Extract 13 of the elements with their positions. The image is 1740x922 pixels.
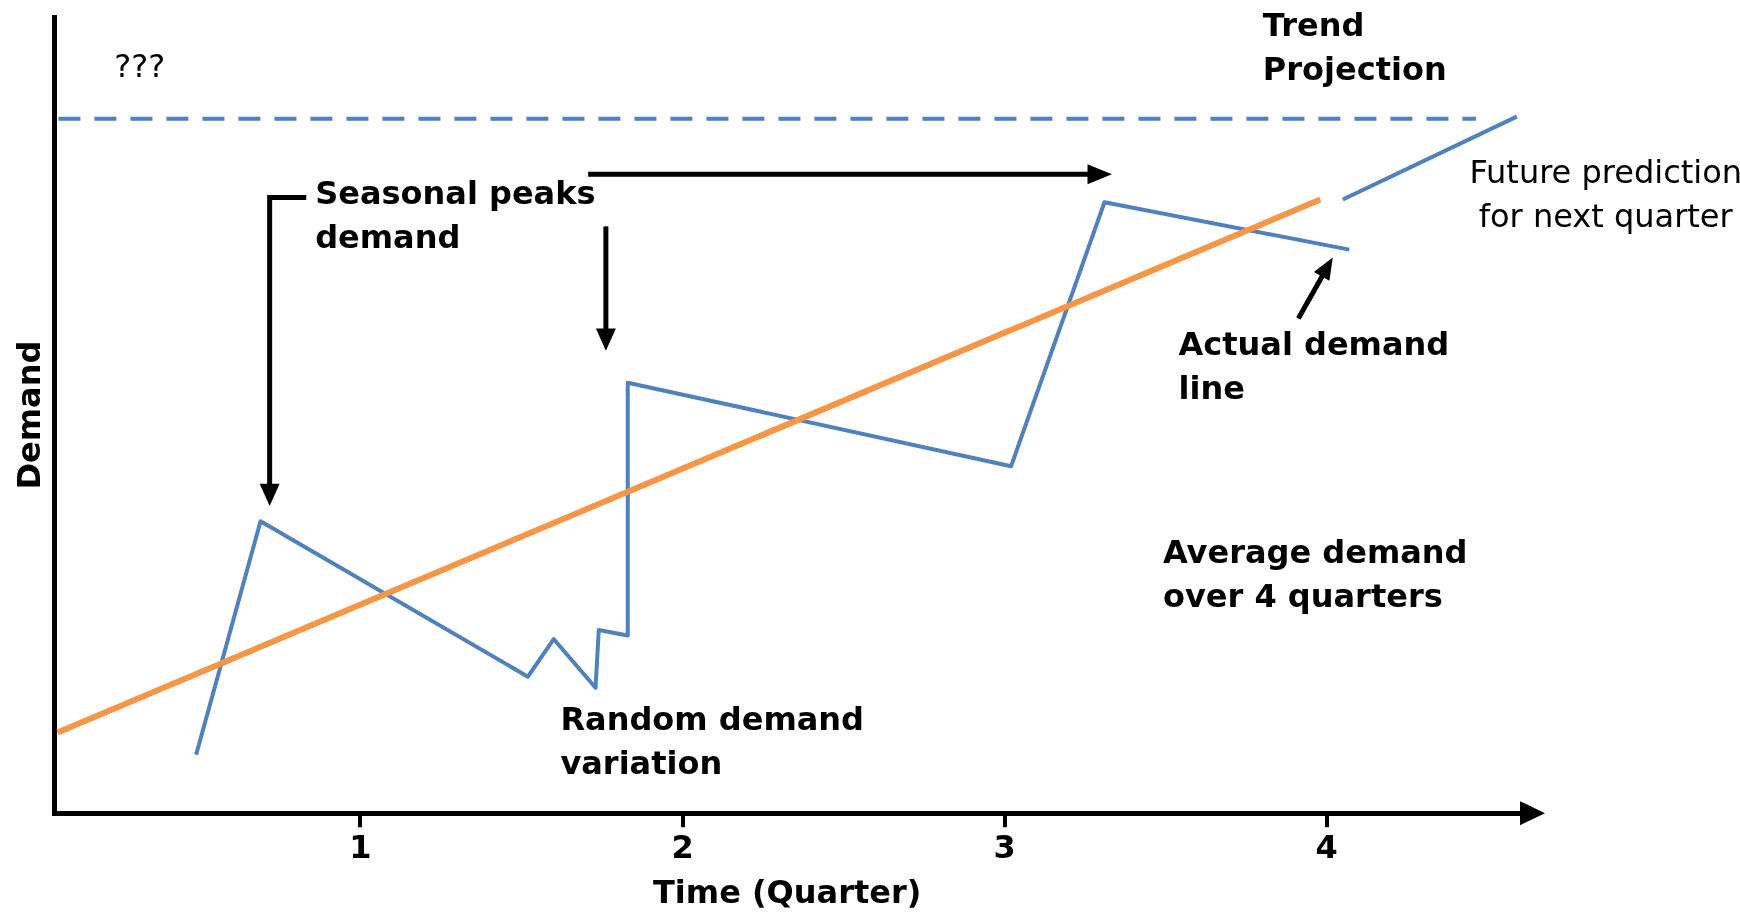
text: ??? bbox=[114, 46, 167, 88]
y-axis-title: Demand bbox=[9, 340, 48, 490]
annotation: Seasonal peaks demand bbox=[315, 172, 597, 258]
x-tick-label: 2 bbox=[671, 827, 694, 866]
annotation: Actual demand line bbox=[1178, 323, 1451, 409]
annotation: Random demand variation bbox=[560, 698, 865, 784]
annotation: Average demand over 4 quarters bbox=[1162, 532, 1469, 618]
x-axis-title: Time (Quarter) bbox=[653, 873, 922, 912]
text: Trend Projection bbox=[1262, 5, 1448, 91]
annotation: Future prediction for next quarter bbox=[1468, 151, 1740, 237]
x-tick-label: 3 bbox=[993, 827, 1016, 866]
x-tick-label: 4 bbox=[1315, 827, 1338, 866]
x-tick-label: 1 bbox=[349, 827, 372, 866]
